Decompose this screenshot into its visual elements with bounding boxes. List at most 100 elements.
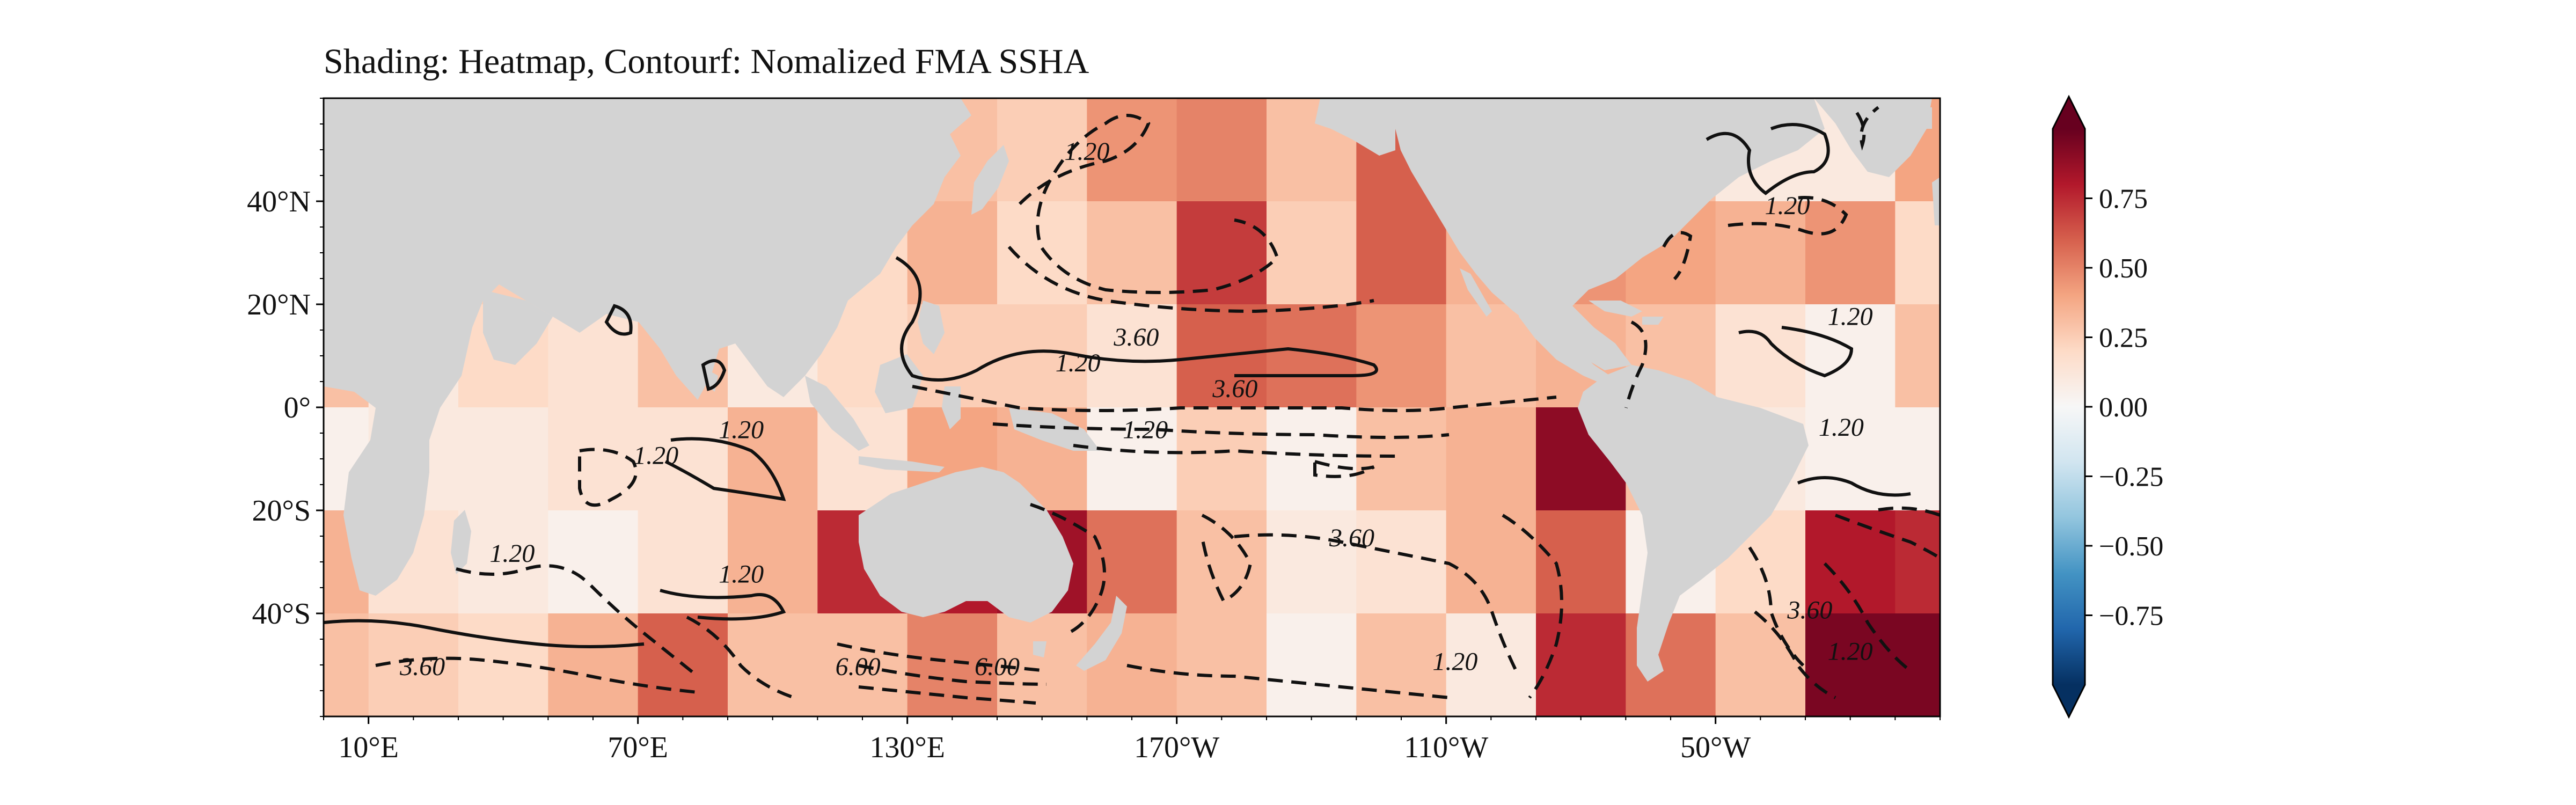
heatmap-cell	[2524, 510, 2576, 614]
heatmap-cell	[2255, 304, 2345, 408]
heatmap-cell	[1356, 613, 1447, 716]
heatmap-cell	[2164, 407, 2255, 511]
contour-dashed-tasman	[1030, 503, 1106, 635]
heatmap-cell	[458, 407, 548, 511]
heatmap-cell	[2255, 407, 2345, 511]
x-axis: 10°E 70°E 130°E 170°W 110°W 50°W	[323, 716, 1941, 764]
contour-dashed-equator-1	[912, 385, 1557, 412]
heatmap-cell	[2255, 613, 2345, 717]
contour-dashed-spacific-2	[1234, 533, 1520, 677]
heatmap-cell	[1176, 98, 1267, 202]
contour-label: 1.20	[1765, 192, 1810, 220]
contour-solid-indian-1	[664, 437, 786, 501]
heatmap-cell	[2524, 98, 2576, 202]
heatmap-cell	[1087, 304, 1177, 408]
contour-label: 6.00	[975, 653, 1020, 681]
colorbar-outline	[2052, 94, 2086, 719]
x-tick-label: 110°W	[1404, 731, 1488, 764]
heatmap-cell	[997, 201, 1087, 305]
contour-label: 3.60	[1787, 596, 1832, 625]
y-tick-label: 20°S	[252, 494, 311, 528]
heatmap-cell	[2164, 304, 2255, 408]
heatmap-cell	[2434, 613, 2524, 717]
contour-label: 6.00	[836, 653, 881, 681]
heatmap-cell	[2524, 613, 2576, 717]
contour-dashed-northatlantic	[1855, 106, 1879, 151]
contour-label: 1.20	[1828, 302, 1873, 331]
heatmap-cell	[728, 613, 818, 716]
contour-dashed-southatlantic-3	[1823, 562, 1912, 672]
colorbar-max-extension	[2053, 97, 2085, 129]
y-tick-label: 40°N	[247, 185, 311, 218]
land-tasmania	[1033, 641, 1046, 657]
contour-dashed-equator-3	[1073, 444, 1396, 458]
contour-dashed-southatlantic-1	[1834, 514, 1940, 560]
heatmap-cell	[1087, 407, 1177, 511]
heatmap-cell	[548, 510, 639, 614]
contour-label: 1.20	[719, 560, 764, 588]
heatmap-cell	[2255, 510, 2345, 614]
heatmap-cell	[548, 613, 639, 716]
y-tick-label: 40°S	[252, 597, 311, 631]
heatmap-cell	[2255, 98, 2345, 202]
heatmap-cell	[638, 407, 728, 511]
contour-dashed-southern-1	[456, 564, 699, 678]
heatmap-cell	[2344, 510, 2434, 614]
contour-solid-bay	[701, 359, 727, 391]
land-java	[859, 456, 945, 472]
heatmap-cell	[1536, 510, 1626, 614]
heatmap-cell	[2524, 407, 2576, 511]
colorbar-ticks: 0.75 0.50 0.25 0.00 −0.25 −0.50 −0.75	[2085, 184, 2163, 632]
contour-dashed-southatlantic-5	[1754, 610, 1836, 699]
contour-solid-arabian-sea	[604, 304, 633, 336]
contour-dashed-indian-1	[578, 448, 638, 507]
contour-dashed-equator-2	[992, 422, 1450, 439]
heatmap-cell	[1356, 510, 1447, 614]
heatmap-cell	[1536, 613, 1626, 716]
heatmap-cell	[2255, 201, 2345, 305]
heatmap-cell	[2075, 510, 2165, 614]
land-sulawesi	[942, 386, 961, 429]
y-axis: 40°N 20°N 0° 20°S 40°S	[247, 98, 324, 717]
contour-label: 3.60	[1212, 375, 1257, 403]
land-iceland	[1911, 107, 1932, 129]
heatmap-cell	[1895, 201, 1940, 305]
colorbar-tick-label: −0.75	[2099, 601, 2163, 632]
colorbar-gradient	[2053, 129, 2085, 685]
colorbar-tick-label: −0.50	[2099, 531, 2163, 562]
heatmap-cell	[1446, 407, 1536, 511]
heatmap-cell	[2434, 201, 2524, 305]
x-tick-label: 70°E	[608, 731, 668, 764]
heatmap-cell	[1715, 201, 1806, 305]
heatmap-cell	[1805, 613, 1896, 716]
heatmap-cell	[2434, 407, 2524, 511]
contour-dashed-southern-3	[686, 616, 795, 699]
contour-label: 1.20	[1064, 137, 1109, 166]
heatmap-cell	[1895, 304, 1940, 408]
contour-solid-southern	[324, 619, 645, 648]
contour-label: 3.60	[1113, 323, 1159, 352]
contour-label: 3.60	[1329, 524, 1374, 552]
contour-dashed-spacific-4	[1502, 514, 1563, 699]
heatmap-cell	[324, 613, 369, 716]
heatmap-cell	[1446, 613, 1536, 716]
land-greenland	[1814, 98, 1932, 177]
heatmap-cell	[2434, 304, 2524, 408]
contour-label: 1.20	[1828, 637, 1873, 665]
colorbar-min-extension	[2053, 685, 2085, 717]
x-tick-label: 170°W	[1134, 731, 1219, 764]
contour-label: 3.60	[399, 653, 445, 681]
contour-solid-indian-2	[660, 589, 786, 621]
land-new-zealand	[1076, 596, 1127, 671]
heatmap-cell	[2524, 201, 2576, 305]
y-tick-label: 0°	[284, 391, 311, 425]
contour-dashed-spacific-1	[1201, 514, 1253, 604]
land-hispaniola	[1642, 317, 1664, 325]
land-philippines	[918, 301, 945, 354]
contour-dashed-gulfstream-2	[1728, 196, 1848, 236]
heatmap-cell	[2164, 613, 2255, 717]
heatmap-cell	[548, 407, 639, 511]
colorbar-tick-label: 0.75	[2099, 184, 2148, 215]
heatmap-cell	[1267, 510, 1357, 614]
